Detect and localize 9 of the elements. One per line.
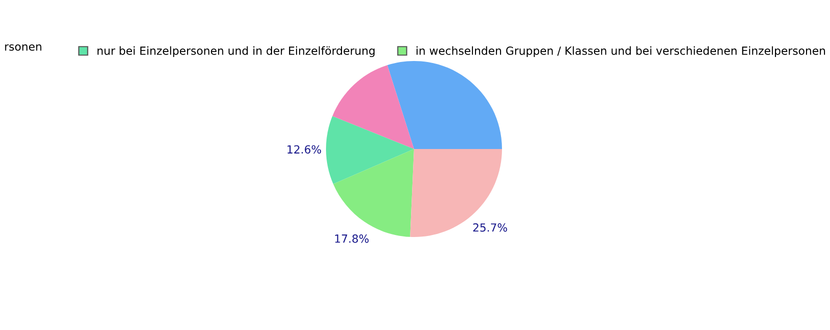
legend-label: in wechselnden Gruppen / Klassen und bei verschiedenen Einzelpersonen bbox=[416, 46, 825, 58]
data-label: 25.7% bbox=[473, 223, 508, 232]
text: rsonen bbox=[5, 44, 42, 51]
pie-slice bbox=[326, 116, 414, 184]
pie-slice bbox=[387, 61, 502, 149]
pie-slice bbox=[332, 65, 414, 149]
legend-label: nur bei Einzelpersonen und in der Einzelförderung bbox=[98, 46, 375, 58]
data-label: 12.6% bbox=[288, 145, 322, 154]
data-label: 17.8% bbox=[335, 234, 369, 243]
